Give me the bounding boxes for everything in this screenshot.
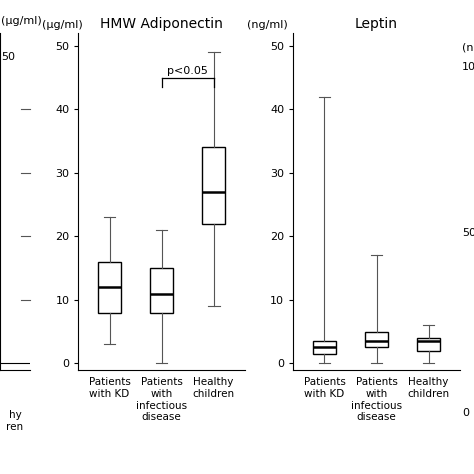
PathPatch shape — [417, 338, 440, 351]
PathPatch shape — [150, 268, 173, 312]
Text: (ng: (ng — [462, 43, 474, 53]
Text: 100: 100 — [462, 62, 474, 72]
Text: (μg/ml): (μg/ml) — [42, 20, 82, 30]
Text: (ng/ml): (ng/ml) — [246, 20, 287, 30]
Title: HMW Adiponectin: HMW Adiponectin — [100, 17, 223, 31]
Text: 0: 0 — [462, 408, 469, 418]
Text: p<0.05: p<0.05 — [167, 66, 208, 76]
PathPatch shape — [365, 332, 388, 347]
Text: 50: 50 — [462, 228, 474, 237]
Title: Leptin: Leptin — [355, 17, 398, 31]
Text: hy
ren: hy ren — [7, 410, 24, 432]
PathPatch shape — [313, 341, 336, 354]
Text: 50: 50 — [1, 52, 16, 62]
Text: (μg/ml): (μg/ml) — [1, 17, 42, 27]
PathPatch shape — [98, 262, 121, 312]
PathPatch shape — [202, 147, 225, 224]
